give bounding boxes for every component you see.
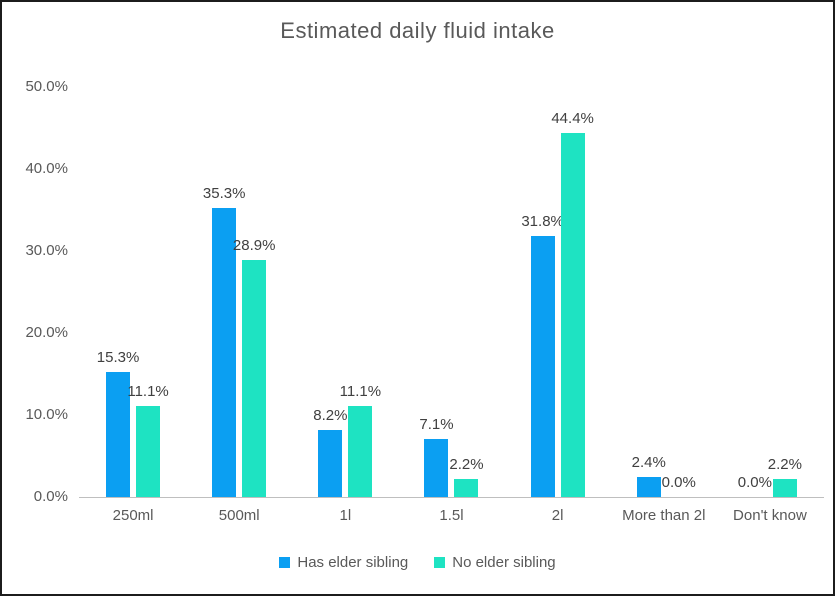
y-tick-label: 30.0% xyxy=(25,242,68,259)
category-group-500ml: 35.3% 28.9% xyxy=(186,87,292,497)
category-group-1l: 8.2% 11.1% xyxy=(292,87,398,497)
bar-no-elder-sibling xyxy=(772,478,797,497)
data-label: 44.4% xyxy=(551,109,594,127)
data-label: 11.1% xyxy=(127,382,169,400)
x-axis-labels: 250ml 500ml 1l 1.5l 2l More than 2l Don't know xyxy=(80,507,823,524)
x-axis-line xyxy=(79,497,824,498)
y-tick-label: 0.0% xyxy=(33,488,68,505)
data-label: 0.0% xyxy=(661,474,696,491)
bar-has-elder-sibling xyxy=(318,429,343,497)
category-group-250ml: 15.3% 11.1% xyxy=(80,87,186,497)
x-tick-label: 2l xyxy=(551,507,564,524)
bar-has-elder-sibling xyxy=(106,371,131,497)
data-label: 31.8% xyxy=(521,213,564,231)
bar-has-elder-sibling xyxy=(212,207,237,497)
legend-label: No elder sibling xyxy=(452,554,556,571)
category-group-more-than-2l: 2.4% 0.0% xyxy=(611,87,717,497)
bar-no-elder-sibling xyxy=(136,405,161,497)
legend-swatch-icon xyxy=(434,557,446,568)
data-label: 15.3% xyxy=(96,348,140,366)
data-label: 2.2% xyxy=(449,455,484,473)
x-tick-label: 1l xyxy=(339,507,352,524)
legend-item-has-elder-sibling: Has elder sibling xyxy=(279,554,408,571)
y-tick-label: 20.0% xyxy=(25,324,68,341)
data-label: 11.1% xyxy=(339,382,382,400)
data-label: 7.1% xyxy=(419,415,454,433)
legend-item-no-elder-sibling: No elder sibling xyxy=(434,554,556,571)
bar-no-elder-sibling xyxy=(242,260,267,497)
x-tick-label: Don't know xyxy=(733,507,807,524)
data-label: 2.2% xyxy=(767,455,802,473)
data-label: 35.3% xyxy=(202,184,246,202)
data-label: 0.0% xyxy=(737,474,772,491)
y-tick-label: 40.0% xyxy=(25,160,68,177)
category-group-don-t-know: 0.0% 2.2% xyxy=(717,87,823,497)
bar-no-elder-sibling xyxy=(454,478,479,497)
legend: Has elder sibling No elder sibling xyxy=(2,554,833,571)
data-label: 2.4% xyxy=(631,454,666,472)
x-tick-label: 250ml xyxy=(112,507,154,524)
data-label: 28.9% xyxy=(232,237,276,255)
legend-label: Has elder sibling xyxy=(297,554,409,571)
y-axis: 0.0% 10.0% 20.0% 30.0% 40.0% 50.0% xyxy=(2,2,68,594)
bar-has-elder-sibling xyxy=(530,236,555,497)
chart-title: Estimated daily fluid intake xyxy=(280,18,555,43)
legend-swatch-icon xyxy=(279,557,291,568)
y-tick-label: 10.0% xyxy=(25,406,68,423)
bar-has-elder-sibling xyxy=(424,438,449,497)
category-group-1-5l: 7.1% 2.2% xyxy=(398,87,504,497)
bar-no-elder-sibling xyxy=(560,132,585,497)
bar-no-elder-sibling xyxy=(348,405,373,497)
y-tick-label: 50.0% xyxy=(25,78,68,95)
x-tick-label: 1.5l xyxy=(439,507,464,524)
category-group-2l: 31.8% 44.4% xyxy=(505,87,611,497)
bar-has-elder-sibling xyxy=(636,477,661,497)
data-label: 8.2% xyxy=(313,406,348,424)
x-tick-label: 500ml xyxy=(218,507,260,524)
plot-area: 15.3% 11.1% 35.3% 28.9% 8.2% 11.1% 7.1% 2.2% 31.… xyxy=(80,87,823,497)
x-tick-label: More than 2l xyxy=(622,507,706,524)
